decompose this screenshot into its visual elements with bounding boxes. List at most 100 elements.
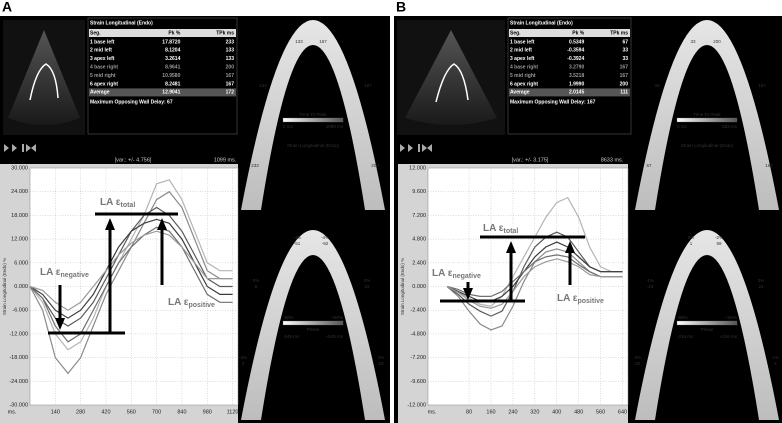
table-cell: 17.8720 (162, 39, 180, 45)
y-tick-label: -24.000 (9, 379, 28, 385)
segment-label: 2 (242, 361, 245, 366)
segment-label: -51 (294, 241, 301, 246)
table-cell: 3 apex left (510, 56, 535, 62)
table-cell: 5 mid right (90, 73, 116, 79)
segment-label: -32 (634, 361, 641, 366)
legend-max: 1099 ms (326, 124, 344, 129)
strain-curve (29, 179, 233, 351)
annotation-sub: positive (577, 298, 604, 305)
charts: Strain Longitudinal (Endo) Seg. Pk % TPk ms… (0, 17, 779, 423)
table-cell: 0.5349 (569, 39, 585, 45)
table-average-bg (509, 88, 630, 97)
table-cell: 1 base left (90, 39, 115, 45)
table-cell: 6 apex right (510, 81, 538, 87)
table-cell: Average (510, 90, 530, 96)
y-tick-label: 9.600 (412, 189, 426, 195)
annotation-sub: positive (188, 302, 215, 309)
bullseye-arch (241, 20, 385, 210)
segment-label: -92 (322, 241, 329, 246)
annotation-main: LA ε (483, 223, 504, 234)
table-cell: 4 base right (90, 65, 118, 71)
y-tick-label: -12.000 (9, 331, 28, 337)
table-header: Pk % (168, 30, 181, 36)
chart-header-left: [var.: +/- 3.175] (512, 157, 549, 163)
y-tick-label: 30.000 (11, 165, 28, 171)
y-tick-label: 0.000 (14, 284, 28, 290)
strain-curve (446, 258, 623, 309)
y-tick-label: 12.000 (11, 237, 28, 243)
x-axis-unit: ms. (8, 409, 17, 415)
x-tick-label: 1120 (227, 409, 239, 415)
chart-header-right: 1099 ms. (214, 157, 237, 163)
table-title: Strain Longitudinal (Endo) (510, 20, 573, 26)
segment-label: -2% (715, 235, 723, 240)
segment-label: 59 (716, 241, 722, 246)
x-tick-label: 80 (466, 409, 472, 415)
table-cell: 133 (226, 48, 235, 54)
annotation: LA εnegative (432, 268, 481, 280)
legend-strip (676, 320, 738, 326)
table-cell: -0.3924 (567, 56, 584, 62)
segment-label: 133 (259, 83, 267, 88)
scale-min: -50% (283, 315, 294, 320)
table-cell: 200 (620, 81, 629, 87)
y-tick-label: 4.800 (412, 237, 426, 243)
legend-min: -216 ms (677, 334, 694, 339)
table-cell: 1 base left (510, 39, 535, 45)
table-cell: 167 (620, 65, 629, 71)
annotation-sub: negative (60, 272, 89, 279)
y-tick-label: -30.000 (9, 402, 28, 408)
y-tick-label: -9.600 (410, 379, 426, 385)
x-tick-label: 400 (552, 409, 561, 415)
table-header: Seg. (510, 30, 521, 36)
annotation: LA εnegative (40, 267, 89, 279)
strain-curve (29, 218, 233, 319)
table-footer: Maximum Opposing Wall Delay: 67 (90, 99, 173, 105)
table-header-bg (89, 29, 236, 37)
table-cell: 2.0145 (569, 90, 585, 96)
bullseye-arch (241, 230, 385, 420)
table-cell: 1.9990 (569, 81, 585, 87)
table-cell: 3.2614 (165, 56, 181, 62)
segment-label: -24 (647, 284, 654, 289)
echo-image (3, 20, 505, 135)
scale-max: +50% (331, 315, 343, 320)
segment-label: 167 (758, 83, 766, 88)
segment-label: 2% (378, 355, 385, 360)
segment-label: 167 (364, 83, 372, 88)
chart-header-bg (398, 155, 628, 164)
segment-label: -1% (771, 355, 779, 360)
table-cell: 133 (226, 56, 235, 62)
segment-label: 133 (295, 39, 303, 44)
segment-label: 167 (765, 163, 773, 168)
y-axis-title: Strain Longitudinal (Endo) % (400, 258, 405, 315)
segment-label: 5 (255, 284, 258, 289)
x-tick-label: 320 (530, 409, 539, 415)
x-tick-label: 560 (596, 409, 605, 415)
legend-title: Phase (701, 327, 714, 332)
table-cell: 12.9041 (162, 90, 180, 96)
y-tick-label: 12.000 (409, 165, 426, 171)
annotation: LA εtotal (100, 197, 135, 209)
table-cell: 8.2481 (165, 81, 181, 87)
y-tick-label: -2.400 (410, 308, 426, 314)
legend-max: +216 ms (720, 334, 738, 339)
y-tick-label: -18.000 (9, 355, 28, 361)
annotation-main: LA ε (100, 197, 121, 208)
table-cell: 33 (622, 56, 628, 62)
table-footer: Maximum Opposing Wall Delay: 167 (510, 99, 596, 105)
table-bg (87, 17, 238, 135)
x-tick-label: 560 (127, 409, 136, 415)
y-tick-label: -7.200 (410, 355, 426, 361)
segment-label: 1 (690, 241, 693, 246)
legend-min: -549 ms (283, 334, 300, 339)
legend-title: Time To Peak (693, 112, 721, 117)
scale-max: +50% (725, 315, 737, 320)
annotation-main: LA ε (432, 268, 453, 279)
table-cell: 6 apex right (90, 81, 118, 87)
strain-curve (29, 226, 233, 343)
x-tick-label: 980 (203, 409, 212, 415)
